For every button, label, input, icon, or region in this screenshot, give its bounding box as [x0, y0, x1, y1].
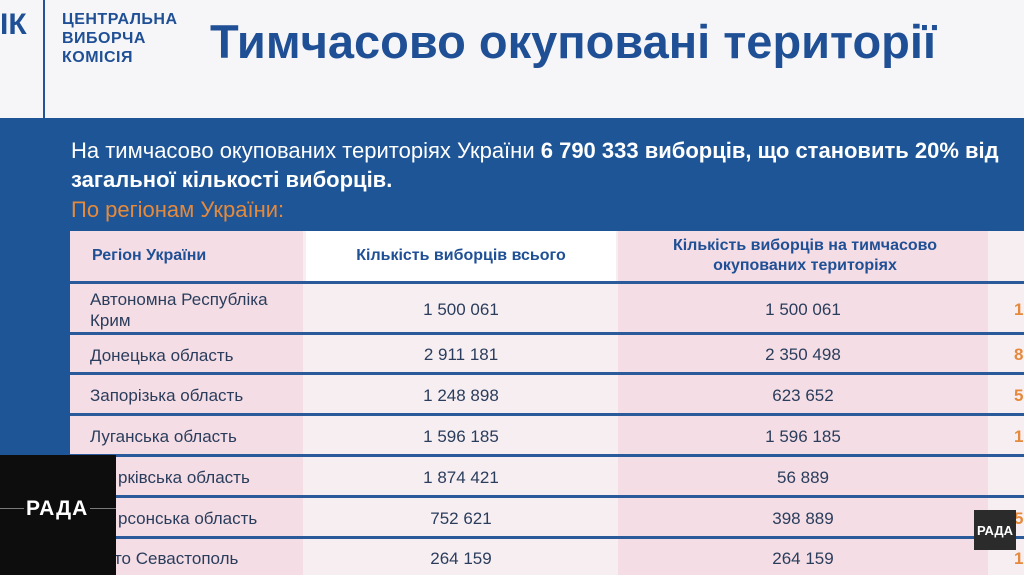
channel-logo-overlay: РАДА [0, 455, 116, 575]
cell-occupied: 56 889 [777, 467, 829, 487]
cell-pct: 1 [1014, 548, 1024, 568]
intro-text: На тимчасово окупованих територіях Украї… [71, 136, 1001, 194]
cell-occupied: 2 350 498 [765, 345, 841, 364]
cec-logo-fragment: ІК [0, 8, 27, 41]
table-row: рківська область 1 874 421 56 889 [70, 454, 1024, 498]
cell-total: 1 596 185 [423, 426, 499, 446]
cell-pct: 5 [1014, 385, 1024, 405]
page-title: Тимчасово окуповані території [210, 15, 937, 68]
cell-pct: 1 [1014, 426, 1024, 446]
cell-occupied: 1 500 061 [765, 299, 841, 319]
cell-total: 1 874 421 [423, 467, 499, 487]
org-name-line-2: ВИБОРЧА [62, 30, 146, 47]
header-region: Регіон України [92, 247, 207, 264]
cell-total: 264 159 [430, 548, 492, 568]
cell-region: Запорізька область [90, 386, 244, 405]
cell-region: Луганська область [90, 427, 237, 446]
table-row: рсонська область 752 621 398 889 5 [70, 495, 1024, 539]
cell-pct: 8 [1014, 345, 1024, 364]
cell-pct: 5 [1014, 508, 1024, 528]
cell-region: рківська область [118, 468, 250, 487]
rada-channel-logo: РАДА [24, 497, 91, 521]
cell-total: 1 500 061 [423, 299, 499, 319]
cell-region: місто Севастополь [90, 549, 239, 568]
regions-subheading: По регіонам України: [71, 197, 285, 222]
cell-occupied: 264 159 [772, 548, 834, 568]
table-row: Донецька область 2 911 181 2 350 498 8 [70, 332, 1024, 375]
rada-corner-badge: РАДА [974, 510, 1016, 550]
cell-pct: 1 [1014, 299, 1024, 319]
cell-occupied: 1 596 185 [765, 426, 841, 446]
table-row: Луганська область 1 596 185 1 596 185 1 [70, 413, 1024, 457]
header-total: Кількість виборців всього [306, 231, 616, 281]
cell-occupied: 623 652 [772, 385, 834, 405]
org-name: ЦЕНТРАЛЬНА ВИБОРЧА КОМІСІЯ [62, 10, 202, 67]
table-row: місто Севастополь 264 159 264 159 1 [70, 536, 1024, 575]
cell-region: Автономна Республіка Крим [90, 289, 268, 330]
occupied-column-bg [618, 231, 988, 575]
cell-occupied: 398 889 [772, 508, 834, 528]
table-row: Автономна Республіка Крим 1 500 061 1 50… [70, 281, 1024, 335]
header: ІК ЦЕНТРАЛЬНА ВИБОРЧА КОМІСІЯ Тимчасово … [0, 0, 1024, 118]
header-occupied: Кількість виборців на тимчасово окупован… [672, 237, 938, 274]
cell-region: Донецька область [90, 345, 234, 365]
cell-region: рсонська область [118, 509, 258, 528]
org-name-line-1: ЦЕНТРАЛЬНА [62, 11, 178, 28]
cell-total: 752 621 [430, 508, 492, 528]
org-name-line-3: КОМІСІЯ [62, 49, 133, 66]
intro-prefix: На тимчасово окупованих територіях Украї… [71, 138, 541, 163]
table-row: Запорізька область 1 248 898 623 652 5 [70, 372, 1024, 416]
intro-highlight: 6 790 333 виборців, що становить 20% від… [71, 138, 999, 192]
cell-total: 1 248 898 [423, 385, 499, 405]
cell-total: 2 911 181 [423, 345, 499, 364]
voters-table: Регіон України Кількість виборців всього… [70, 231, 1024, 575]
cell-pct [1014, 457, 1024, 498]
header-divider [43, 0, 45, 118]
